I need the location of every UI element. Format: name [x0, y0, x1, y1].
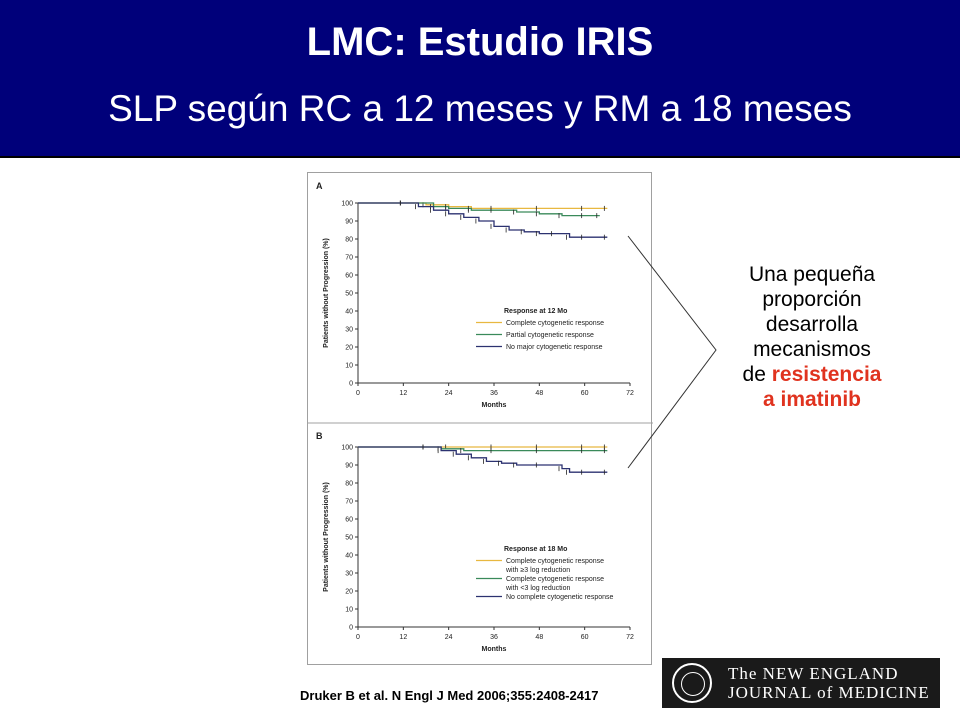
y-tick-label: 40	[345, 309, 353, 316]
legend-label: with ≥3 log reduction	[505, 567, 570, 574]
y-tick-label: 10	[345, 363, 353, 370]
annotation-line: proporción	[762, 288, 862, 311]
series-line	[358, 446, 608, 473]
legend-title: Response at 18 Mo	[504, 546, 567, 553]
x-tick-label: 72	[626, 634, 634, 641]
seal-icon	[672, 663, 712, 703]
logo-line: JOURNAL of MEDICINE	[728, 683, 930, 702]
legend-label: No complete cytogenetic response	[506, 594, 613, 601]
annotation-highlight: a imatinib	[762, 388, 862, 411]
slide-subtitle: SLP según RC a 12 meses y RM a 18 meses	[108, 88, 852, 129]
y-tick-label: 10	[345, 607, 353, 614]
x-tick-label: 60	[581, 390, 589, 397]
y-tick-label: 30	[345, 571, 353, 578]
y-tick-label: 20	[345, 589, 353, 596]
x-tick-label: 48	[535, 634, 543, 641]
x-axis-label: Months	[482, 646, 507, 653]
x-tick-label: 36	[490, 634, 498, 641]
legend-label: Complete cytogenetic response	[506, 320, 604, 327]
y-tick-label: 70	[345, 255, 353, 262]
y-tick-label: 0	[349, 625, 353, 632]
annotation-line: de resistencia	[712, 362, 912, 387]
annotation-line: Una pequeña	[748, 263, 876, 286]
x-axis-label: Months	[482, 402, 507, 409]
y-tick-label: 80	[345, 481, 353, 488]
x-tick-label: 0	[356, 634, 360, 641]
citation: Druker B et al. N Engl J Med 2006;355:24…	[300, 688, 599, 703]
y-tick-label: 40	[345, 553, 353, 560]
y-tick-label: 60	[345, 273, 353, 280]
y-axis-label: Patients without Progression (%)	[323, 482, 330, 592]
y-tick-label: 90	[345, 219, 353, 226]
y-tick-label: 90	[345, 463, 353, 470]
x-tick-label: 12	[399, 634, 407, 641]
journal-logo: The NEW ENGLAND JOURNAL of MEDICINE	[662, 658, 940, 708]
x-tick-label: 0	[356, 390, 360, 397]
y-tick-label: 100	[341, 445, 353, 452]
series-line	[358, 202, 600, 217]
x-tick-label: 72	[626, 390, 634, 397]
survival-figure: A 0 10 20 30 40 50 60 70 80 90 100 0 12 24 36 48 60 72 Mont…	[307, 172, 653, 665]
annotation-text: Una pequeña proporción desarrolla mecani…	[712, 262, 912, 412]
x-tick-label: 36	[490, 390, 498, 397]
legend-label: Complete cytogenetic response	[506, 576, 604, 583]
series-line	[358, 202, 608, 210]
x-tick-label: 48	[535, 390, 543, 397]
series-line	[358, 202, 608, 238]
callout-bracket	[627, 235, 717, 469]
y-axis-label: Patients without Progression (%)	[323, 238, 330, 348]
slide-title: LMC: Estudio IRIS	[306, 20, 654, 64]
panel-label: A	[316, 181, 323, 191]
y-tick-label: 20	[345, 345, 353, 352]
y-tick-label: 30	[345, 327, 353, 334]
x-tick-label: 24	[445, 634, 453, 641]
y-tick-label: 100	[341, 201, 353, 208]
legend-label: Complete cytogenetic response	[506, 558, 604, 565]
title-banner: LMC: Estudio IRIS SLP según RC a 12 mese…	[0, 0, 960, 158]
logo-line: The NEW ENGLAND	[728, 664, 899, 683]
x-tick-label: 12	[399, 390, 407, 397]
legend-title: Response at 12 Mo	[504, 308, 567, 315]
x-tick-label: 60	[581, 634, 589, 641]
annotation-highlight: resistencia	[771, 363, 882, 386]
y-tick-label: 60	[345, 517, 353, 524]
legend-label: No major cytogenetic response	[506, 344, 603, 351]
y-tick-label: 50	[345, 291, 353, 298]
panel-label: B	[316, 431, 323, 441]
y-tick-label: 70	[345, 499, 353, 506]
legend-label: Partial cytogenetic response	[506, 332, 594, 339]
annotation-line: mecanismos	[753, 338, 871, 361]
x-tick-label: 24	[445, 390, 453, 397]
y-tick-label: 50	[345, 535, 353, 542]
legend-label: with <3 log reduction	[505, 585, 571, 592]
annotation-line: desarrolla	[765, 313, 859, 336]
y-tick-label: 0	[349, 381, 353, 388]
y-tick-label: 80	[345, 237, 353, 244]
annotation-prefix: de	[742, 363, 772, 386]
